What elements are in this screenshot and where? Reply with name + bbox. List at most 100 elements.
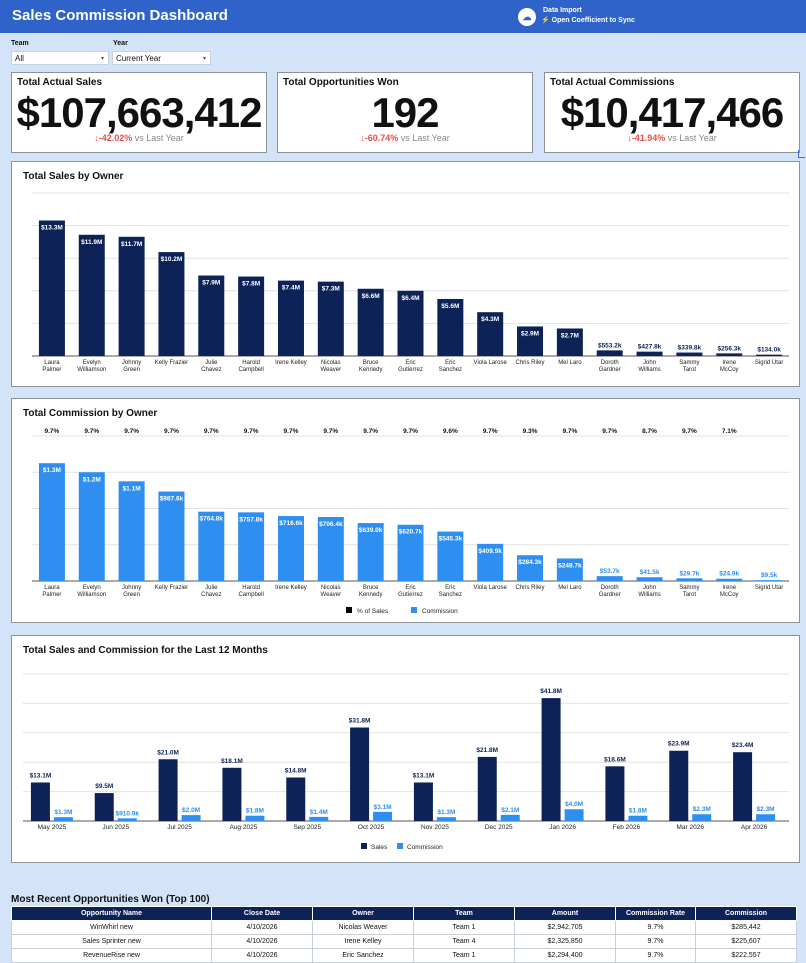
sales-bar — [556, 328, 583, 356]
table-cell: Sales Sprinter new — [11, 934, 212, 949]
table-row[interactable]: WinWhirl new 4/10/2026 Nicolas Weaver Te… — [11, 920, 797, 935]
category-label: Jun 2025 — [102, 824, 129, 831]
team-filter-select[interactable]: All ▾ — [11, 51, 109, 65]
percent-of-sales-label: 9.7% — [562, 428, 577, 435]
table-row[interactable]: RevenueRise new 4/10/2026 Eric Sanchez T… — [11, 948, 797, 963]
sales-bar — [669, 750, 689, 821]
data-label: $13.3M — [41, 225, 63, 232]
sales-bar — [397, 290, 424, 356]
kpi-label: Total Opportunities Won — [283, 77, 399, 88]
column-header[interactable]: Team — [413, 906, 515, 921]
salesforce-cloud-icon[interactable]: ☁ — [518, 8, 536, 26]
data-label: $256.3k — [717, 345, 741, 352]
percent-of-sales-label: 9.7% — [45, 428, 60, 435]
table-cell: WinWhirl new — [11, 920, 212, 935]
table-cell: $2,294,400 — [514, 948, 616, 963]
data-label: $11.9M — [81, 239, 102, 246]
data-label: $1.3M — [43, 467, 61, 474]
resize-handle[interactable] — [798, 150, 805, 158]
category-label: Jan 2026 — [549, 824, 576, 831]
chevron-down-icon: ▾ — [202, 56, 206, 62]
category-label: Jul 2025 — [167, 824, 192, 831]
data-label: $9.5k — [761, 572, 778, 579]
data-label: $339.8k — [678, 345, 702, 352]
data-label: $2.3M — [693, 806, 711, 813]
data-import-title[interactable]: Data Import — [543, 7, 582, 14]
category-label: Dec 2025 — [485, 824, 513, 831]
category-label: Viola Larose — [474, 585, 508, 591]
sales-bar — [676, 352, 703, 356]
table-cell: $2,325,850 — [514, 934, 616, 949]
category-label: Doroth Gardner — [599, 585, 621, 598]
down-arrow-icon: ↓ — [360, 133, 365, 143]
data-label: $639.0k — [359, 527, 383, 534]
dashboard-header: Sales Commission Dashboard ☁ Data Import… — [0, 0, 806, 33]
chart-title: Total Sales by Owner — [23, 171, 124, 182]
column-header[interactable]: Owner — [312, 906, 414, 921]
category-label: Mar 2026 — [677, 824, 705, 831]
sales-bar — [317, 281, 344, 356]
percent-of-sales-label: 8.7% — [642, 428, 657, 435]
data-label: $13.1M — [30, 772, 52, 779]
category-label: Evelyn Williamson — [77, 585, 106, 598]
data-import-sync-link[interactable]: ⚡ Open Coefficient to Sync — [541, 17, 635, 24]
category-label: Chris Riley — [516, 360, 545, 366]
year-filter-select[interactable]: Current Year ▾ — [112, 51, 211, 65]
sales-bar — [30, 782, 50, 821]
column-header[interactable]: Amount — [514, 906, 616, 921]
category-label: John Williams — [638, 360, 660, 373]
category-label: Irene McCoy — [720, 585, 739, 598]
category-label: Kelly Frazier — [155, 585, 188, 591]
data-label: $2.1M — [501, 807, 519, 814]
data-label: $1.1M — [123, 485, 141, 492]
table-cell: Nicolas Weaver — [312, 920, 414, 935]
kpi-value: $10,417,466 — [560, 89, 785, 136]
legend-swatch-commission — [397, 843, 403, 849]
data-label: $2.0M — [182, 807, 200, 814]
data-label: $23.9M — [668, 741, 690, 748]
percent-of-sales-label: 9.3% — [523, 428, 538, 435]
commission-bar — [437, 531, 464, 581]
commission-bar — [596, 576, 623, 581]
percent-of-sales-label: 9.7% — [284, 428, 299, 435]
commission-bar — [357, 523, 384, 581]
data-label: $9.5M — [95, 783, 113, 790]
data-label: $41.5k — [640, 569, 660, 576]
data-label: $427.8k — [638, 344, 662, 351]
table-cell: Irene Kelley — [312, 934, 414, 949]
legend-label: Commission — [422, 608, 458, 615]
data-label: $2.7M — [561, 332, 579, 339]
commission-bar — [198, 511, 225, 581]
kpi-value: 192 — [371, 89, 439, 136]
data-label: $134.0k — [757, 347, 781, 354]
category-label: Laura Palmer — [42, 360, 61, 373]
category-label: Bruce Kennedy — [359, 360, 383, 373]
sales-bar — [158, 252, 185, 356]
sales-bar — [78, 234, 105, 356]
data-label: $21.0M — [157, 749, 179, 756]
data-label: $910.9k — [116, 810, 140, 817]
percent-of-sales-label: 9.7% — [164, 428, 179, 435]
column-header[interactable]: Commission Rate — [615, 906, 696, 921]
category-label: Harold Campbell — [238, 360, 263, 373]
category-label: John Williams — [638, 585, 660, 598]
recent-opportunities-title: Most Recent Opportunities Won (Top 100) — [11, 894, 210, 905]
percent-of-sales-label: 9.7% — [204, 428, 219, 435]
column-header[interactable]: Commission — [695, 906, 797, 921]
kpi-change-percent: -42.02% — [98, 133, 133, 143]
percent-of-sales-label: 9.6% — [443, 428, 458, 435]
table-row[interactable]: Sales Sprinter new 4/10/2026 Irene Kelle… — [11, 934, 797, 949]
column-header[interactable]: Opportunity Name — [11, 906, 212, 921]
sales-bar — [716, 353, 743, 356]
commission-bar — [309, 816, 329, 821]
category-label: Sigrid Utar — [755, 585, 783, 591]
sales-bar — [277, 280, 304, 356]
category-label: Evelyn Williamson — [77, 360, 106, 373]
sales-bar — [158, 759, 178, 821]
table-cell: Eric Sanchez — [312, 948, 414, 963]
commission-bar — [716, 578, 743, 581]
sales-bar — [94, 793, 114, 821]
percent-of-sales-label: 9.7% — [84, 428, 99, 435]
column-header[interactable]: Close Date — [211, 906, 313, 921]
table-cell: 9.7% — [615, 948, 696, 963]
